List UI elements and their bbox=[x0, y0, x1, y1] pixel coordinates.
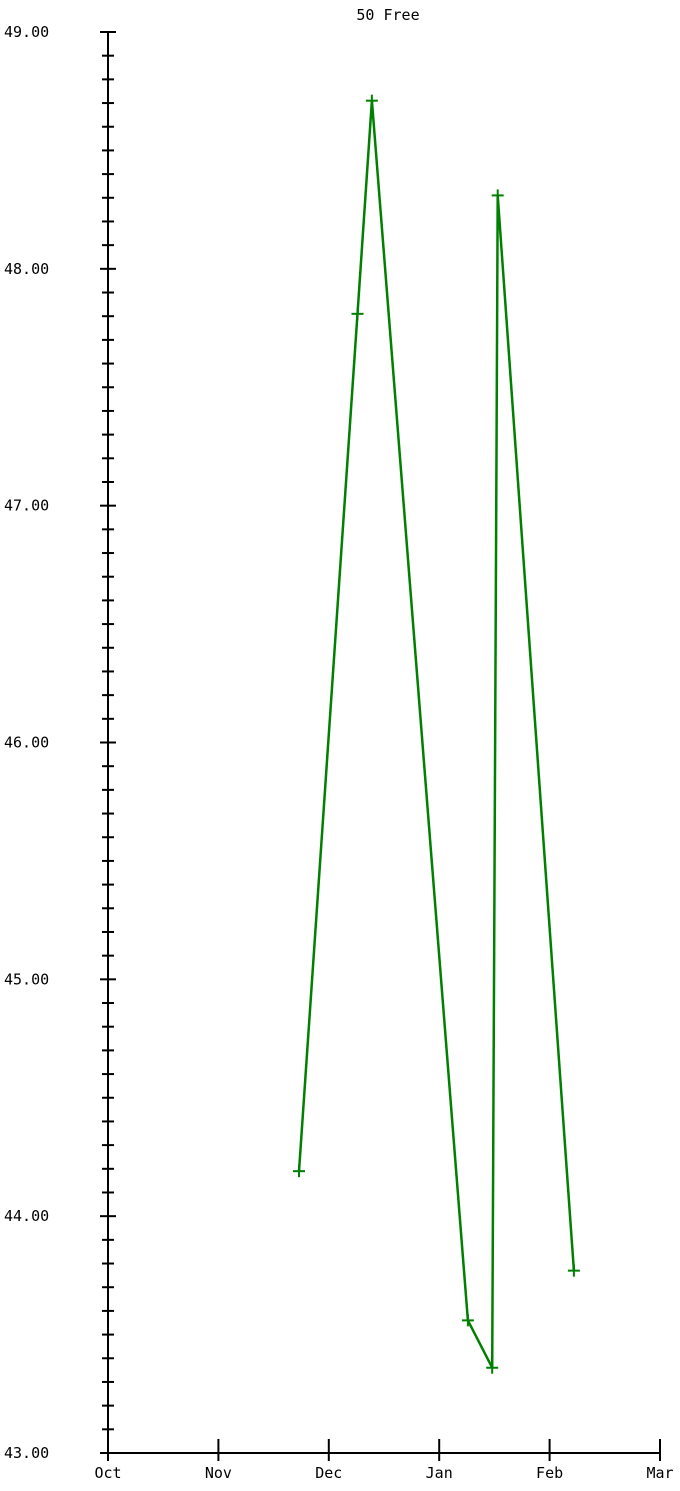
series-layer bbox=[292, 94, 580, 1374]
chart-title: 50 Free bbox=[356, 6, 419, 24]
data-point bbox=[365, 94, 378, 107]
x-tick-label: Jan bbox=[426, 1464, 453, 1482]
data-point bbox=[567, 1264, 580, 1277]
x-tick-label: Oct bbox=[94, 1464, 121, 1482]
y-tick-label: 48.00 bbox=[4, 260, 49, 278]
series-line bbox=[297, 100, 576, 1369]
x-tick-label: Dec bbox=[315, 1464, 342, 1482]
data-point bbox=[461, 1314, 474, 1327]
axes: 43.00 44.00 45.00 46.00 47.00 48.00 49.00 Oct No… bbox=[4, 23, 674, 1482]
x-tick-label: Feb bbox=[536, 1464, 563, 1482]
data-point bbox=[486, 1361, 499, 1374]
x-tick-label: Mar bbox=[646, 1464, 673, 1482]
y-tick-label: 49.00 bbox=[4, 23, 49, 41]
x-tick-label: Nov bbox=[205, 1464, 232, 1482]
data-point bbox=[491, 189, 504, 202]
data-point bbox=[292, 1165, 305, 1178]
y-tick-label: 46.00 bbox=[4, 734, 49, 752]
y-tick-label: 47.00 bbox=[4, 497, 49, 515]
data-point bbox=[351, 307, 364, 320]
y-tick-label: 43.00 bbox=[4, 1444, 49, 1462]
y-tick-label: 45.00 bbox=[4, 970, 49, 988]
y-tick-label: 44.00 bbox=[4, 1207, 49, 1225]
